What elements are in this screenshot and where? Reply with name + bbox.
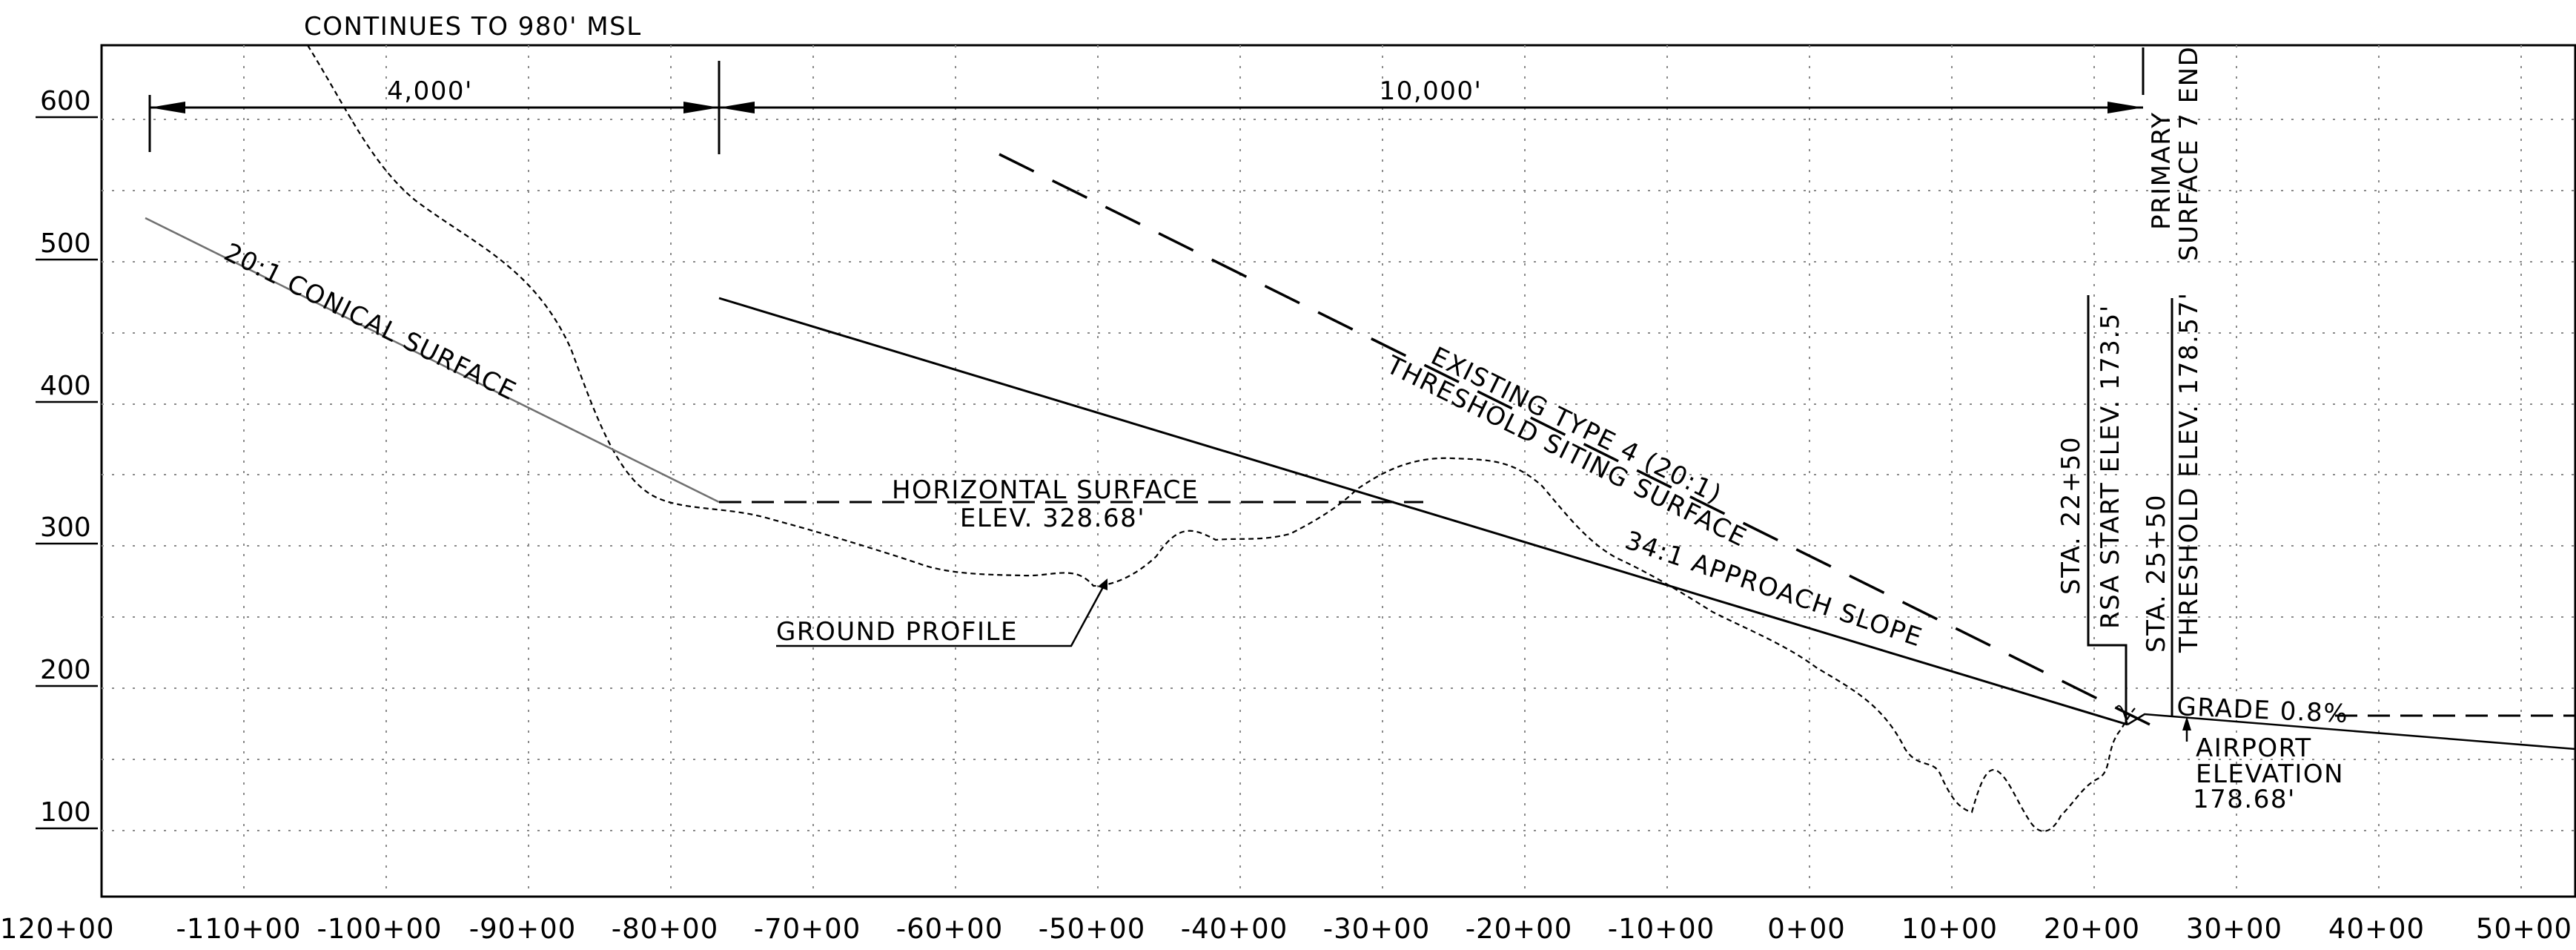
x-tick: -10+00 — [1608, 913, 1715, 945]
threshold-elevation-label: THRESHOLD ELEV. 178.57' — [2174, 292, 2204, 654]
horizontal-elev-label: ELEV. 328.68' — [960, 504, 1145, 533]
dimension-4000-label: 4,000' — [387, 76, 473, 106]
primary-surface-label-2: SURFACE 7 END — [2174, 46, 2204, 261]
y-axis: 600 500 400 300 200 100 — [36, 86, 98, 830]
x-tick: -60+00 — [896, 913, 1004, 945]
x-tick: 10+00 — [1901, 913, 1998, 945]
grade-label: GRADE 0.8% — [2176, 692, 2349, 729]
airport-elevation-label-3: 178.68' — [2193, 785, 2296, 814]
grid — [102, 45, 2575, 897]
x-tick: -80+00 — [612, 913, 719, 945]
x-tick: -50+00 — [1039, 913, 1146, 945]
airport-elevation-arrow — [2182, 716, 2191, 742]
y-tick-400: 400 — [40, 371, 91, 401]
x-tick: 0+00 — [1767, 913, 1846, 945]
x-tick: 20+00 — [2044, 913, 2140, 945]
primary-surface-label-1: PRIMARY — [2147, 112, 2176, 230]
ground-profile-leader — [776, 584, 1106, 647]
approach-slope-label: 34:1 APPROACH SLOPE — [1621, 526, 1926, 653]
airport-elevation-label-1: AIRPORT — [2196, 733, 2312, 763]
y-tick-300: 300 — [40, 512, 91, 543]
x-tick: -20+00 — [1466, 913, 1573, 945]
threshold-siting-surface-line — [999, 153, 2150, 726]
threshold-siting-label-1: EXISTING TYPE 4 (20:1) — [1426, 341, 1726, 509]
conical-surface-line — [145, 217, 720, 504]
horizontal-surface-label: HORIZONTAL SURFACE — [892, 475, 1199, 505]
x-tick: -30+00 — [1323, 913, 1431, 945]
dimension-10000-label: 10,000' — [1380, 76, 1483, 106]
runway-grade-line — [2127, 713, 2576, 751]
y-tick-100: 100 — [40, 797, 91, 828]
x-tick: -100+00 — [317, 913, 442, 945]
threshold-siting-label-2: THRESHOLD SITING SURFACE — [1381, 350, 1752, 553]
rsa-station-label: STA. 22+50 — [2056, 436, 2086, 595]
continues-label: CONTINUES TO 980' MSL — [304, 12, 642, 42]
x-tick: -90+00 — [469, 913, 577, 945]
y-tick-500: 500 — [40, 228, 91, 259]
x-tick: -120+00 — [0, 913, 115, 945]
rsa-elevation-label: RSA START ELEV. 173.5' — [2096, 304, 2125, 629]
conical-surface-label: 20:1 CONICAL SURFACE — [219, 237, 521, 406]
dimension-lines: 4,000' 10,000' — [148, 47, 2145, 154]
y-tick-200: 200 — [40, 655, 91, 685]
x-tick: -70+00 — [754, 913, 861, 945]
approach-slope-line — [718, 297, 2128, 726]
airport-elevation-label-2: ELEVATION — [2196, 759, 2344, 789]
station-leaders — [2087, 295, 2173, 725]
x-tick: 30+00 — [2186, 913, 2282, 945]
x-tick: -110+00 — [176, 913, 301, 945]
plot-frame — [100, 44, 2576, 898]
x-tick: -40+00 — [1181, 913, 1288, 945]
ground-profile-label: GROUND PROFILE — [776, 617, 1018, 647]
y-tick-600: 600 — [40, 86, 91, 116]
x-tick: 40+00 — [2328, 913, 2425, 945]
ground-profile-line — [307, 44, 2136, 832]
x-tick: 50+00 — [2476, 913, 2572, 945]
threshold-station-label: STA. 25+50 — [2142, 494, 2171, 653]
x-axis: -120+00 -110+00 -100+00 -90+00 -80+00 -7… — [0, 913, 2572, 945]
